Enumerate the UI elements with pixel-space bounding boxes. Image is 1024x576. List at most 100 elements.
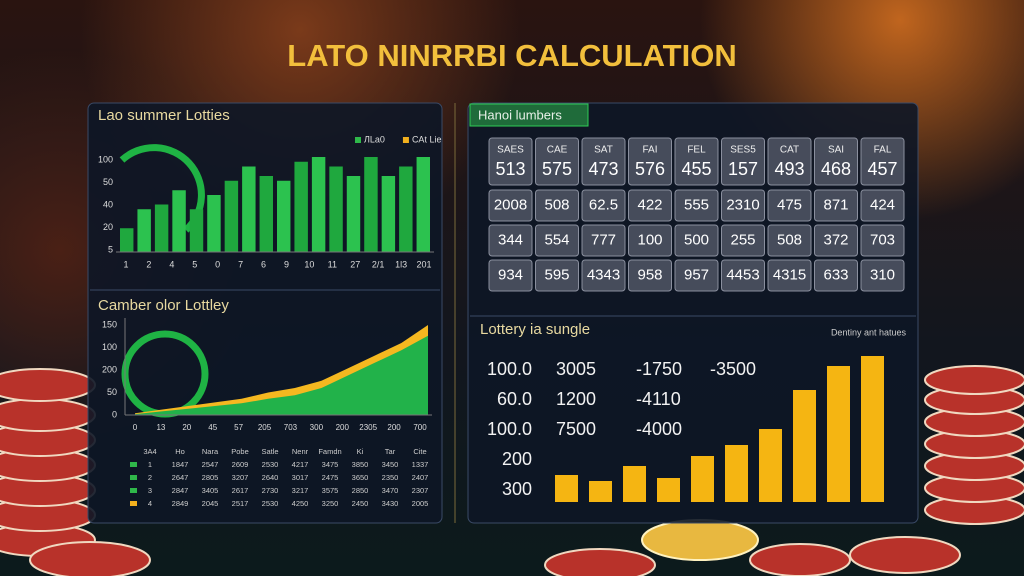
cell-number: 871 bbox=[823, 196, 848, 213]
bar bbox=[793, 390, 816, 502]
y-label: 50 bbox=[107, 387, 117, 397]
number-cell bbox=[488, 137, 533, 186]
cell-number: 2310 bbox=[726, 196, 759, 213]
x-label: 2 bbox=[146, 259, 151, 269]
bar bbox=[399, 166, 413, 252]
cell-number: 62.5 bbox=[589, 196, 618, 213]
cell-label: SES5 bbox=[730, 145, 756, 156]
cell-number: 457 bbox=[867, 159, 897, 179]
number-cell bbox=[488, 259, 533, 292]
cell-label: CAT bbox=[780, 145, 799, 156]
legend-label: ЛLa0 bbox=[364, 134, 385, 144]
x-label: 13 bbox=[156, 423, 165, 432]
x-label: 2305 bbox=[359, 423, 377, 432]
bar bbox=[137, 209, 151, 252]
x-label: 300 bbox=[310, 423, 324, 432]
table-cell: 3470 bbox=[382, 486, 399, 495]
x-label: 200 bbox=[336, 423, 350, 432]
table-cell: 1 bbox=[148, 460, 152, 469]
panel-title: Camber olor Lottley bbox=[98, 297, 229, 314]
table-cell: 2 bbox=[148, 473, 152, 482]
figure: 1200 bbox=[556, 389, 596, 409]
number-cell bbox=[860, 137, 905, 186]
x-label: 703 bbox=[284, 423, 298, 432]
cell-label: SAES bbox=[497, 145, 524, 156]
table-cell: 2850 bbox=[352, 486, 369, 495]
y-label: 20 bbox=[103, 222, 113, 232]
bar bbox=[277, 180, 291, 252]
figure: 3005 bbox=[556, 359, 596, 379]
x-label: 700 bbox=[413, 423, 427, 432]
table-cell: 2609 bbox=[232, 460, 249, 469]
cell-number: 508 bbox=[544, 196, 569, 213]
y-label: 5 bbox=[108, 244, 113, 254]
cell-number: 575 bbox=[542, 159, 572, 179]
number-cell bbox=[721, 259, 765, 292]
figure: -1750 bbox=[636, 359, 682, 379]
number-cell bbox=[860, 189, 905, 222]
x-label: 5 bbox=[192, 259, 197, 269]
bar bbox=[189, 209, 204, 252]
table-cell: 3405 bbox=[202, 486, 219, 495]
x-label: 7 bbox=[238, 259, 243, 269]
bar bbox=[381, 176, 396, 252]
bar bbox=[759, 429, 782, 502]
number-cell bbox=[535, 259, 579, 292]
number-cell bbox=[488, 189, 533, 222]
number-cell bbox=[674, 137, 719, 186]
bar bbox=[725, 445, 748, 502]
cell-number: 372 bbox=[823, 231, 848, 248]
bar bbox=[416, 157, 430, 252]
figure: -4110 bbox=[636, 389, 681, 409]
table-cell: 3 bbox=[148, 486, 152, 495]
x-label: 10 bbox=[304, 259, 314, 269]
x-label: 201 bbox=[416, 259, 431, 269]
number-cell bbox=[535, 189, 579, 222]
table-cell: 3017 bbox=[292, 473, 309, 482]
number-cell bbox=[814, 189, 858, 222]
table-header: 3A4 bbox=[143, 447, 156, 456]
number-cell bbox=[674, 259, 719, 292]
cell-number: 595 bbox=[544, 266, 569, 283]
area bbox=[135, 335, 428, 415]
table-header: Nenr bbox=[292, 447, 309, 456]
bar bbox=[623, 466, 646, 502]
cell-number: 468 bbox=[821, 159, 851, 179]
cell-number: 958 bbox=[637, 266, 662, 283]
table-cell: 2307 bbox=[412, 486, 429, 495]
cell-number: 493 bbox=[774, 159, 804, 179]
table-cell: 2530 bbox=[262, 460, 279, 469]
table-cell: 1337 bbox=[412, 460, 429, 469]
table-header: Tar bbox=[385, 447, 396, 456]
table-cell: 2547 bbox=[202, 460, 219, 469]
cell-number: 4453 bbox=[726, 266, 759, 283]
table-cell: 4217 bbox=[292, 460, 309, 469]
cell-label: FEL bbox=[687, 145, 706, 156]
table-cell: 2849 bbox=[172, 499, 189, 508]
tag-text: Hanoi lumbers bbox=[478, 107, 562, 122]
panel-title: Lottery ia sungle bbox=[480, 321, 590, 338]
number-cell bbox=[628, 137, 672, 186]
y-label: 100 bbox=[102, 342, 117, 352]
x-label: 0 bbox=[215, 259, 220, 269]
number-cell bbox=[860, 224, 905, 257]
number-cell bbox=[674, 189, 719, 222]
bar bbox=[861, 356, 884, 502]
table-cell: 2450 bbox=[352, 499, 369, 508]
table-cell: 3650 bbox=[352, 473, 369, 482]
number-cell bbox=[721, 224, 765, 257]
cell-number: 513 bbox=[495, 159, 525, 179]
cell-number: 555 bbox=[684, 196, 709, 213]
bar bbox=[311, 157, 326, 252]
cell-number: 703 bbox=[870, 231, 895, 248]
figure: -4000 bbox=[636, 419, 682, 439]
bar bbox=[120, 228, 134, 252]
cell-number: 344 bbox=[498, 231, 523, 248]
cell-number: 422 bbox=[637, 196, 662, 213]
bar bbox=[259, 176, 273, 252]
number-cell bbox=[488, 224, 533, 257]
table-cell: 3450 bbox=[382, 460, 399, 469]
y-label: 0 bbox=[112, 409, 117, 419]
x-label: 45 bbox=[208, 423, 217, 432]
